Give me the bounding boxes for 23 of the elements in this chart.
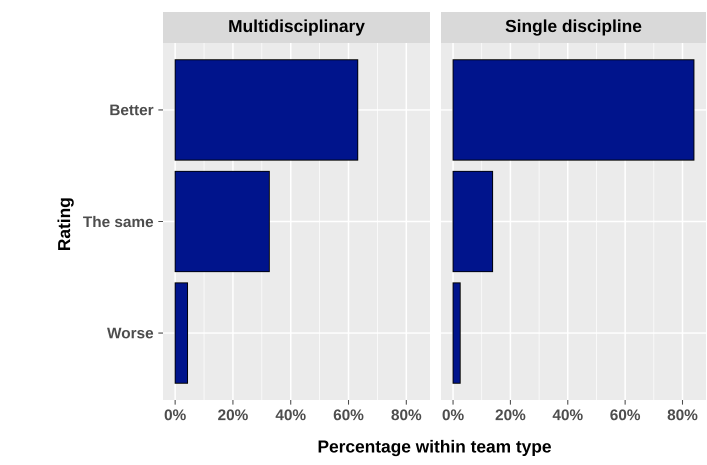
x-tick-label: 60%: [334, 409, 364, 420]
x-axis-title: Percentage within team type: [318, 440, 551, 456]
x-tick-label: 80%: [391, 409, 422, 420]
x-tick-label: 20%: [218, 409, 248, 420]
x-tick-label: 0%: [442, 409, 464, 420]
bar: [174, 282, 188, 384]
y-tick-label: Worse: [107, 328, 154, 338]
bar: [174, 170, 270, 272]
bar: [452, 282, 461, 384]
y-tick-label: The same: [83, 216, 154, 228]
chart-title: Single discipline: [506, 19, 642, 36]
bar: [452, 59, 694, 161]
y-axis-title: Rating: [57, 198, 74, 250]
x-tick-label: 80%: [668, 409, 698, 420]
x-tick-label: 20%: [496, 409, 526, 420]
x-tick-label: 0%: [164, 409, 186, 420]
bar: [174, 59, 358, 161]
chart-title: Multidisciplinary: [229, 19, 365, 36]
x-tick-label: 40%: [276, 409, 306, 420]
x-tick-label: 60%: [610, 409, 640, 420]
x-tick-label: 40%: [552, 409, 583, 420]
bar: [452, 170, 494, 272]
y-tick-label: Better: [110, 104, 154, 116]
